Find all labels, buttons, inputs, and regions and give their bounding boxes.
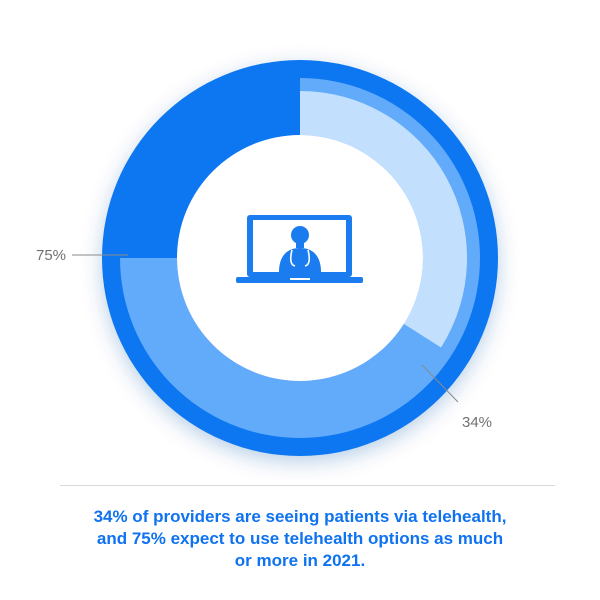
ring-34-label: 34% bbox=[462, 414, 493, 431]
donut-chart bbox=[72, 60, 498, 456]
doctor-head bbox=[291, 226, 309, 244]
leader-line-34 bbox=[421, 364, 459, 403]
caption-line: and 75% expect to use telehealth options… bbox=[96, 529, 504, 548]
doctor-body bbox=[279, 248, 321, 272]
laptop-doctor-icon bbox=[236, 215, 363, 283]
stethoscope-icon bbox=[289, 249, 311, 267]
ring-75-label: 75% bbox=[36, 247, 67, 264]
caption: 34% of providers are seeing patients via… bbox=[30, 506, 570, 572]
laptop-notch bbox=[290, 278, 310, 280]
ring-34-arc bbox=[300, 91, 467, 348]
divider bbox=[60, 485, 555, 486]
caption-line: or more in 2021. bbox=[234, 551, 366, 570]
doctor-neck bbox=[296, 242, 304, 248]
caption-line: 34% of providers are seeing patients via… bbox=[93, 507, 507, 526]
